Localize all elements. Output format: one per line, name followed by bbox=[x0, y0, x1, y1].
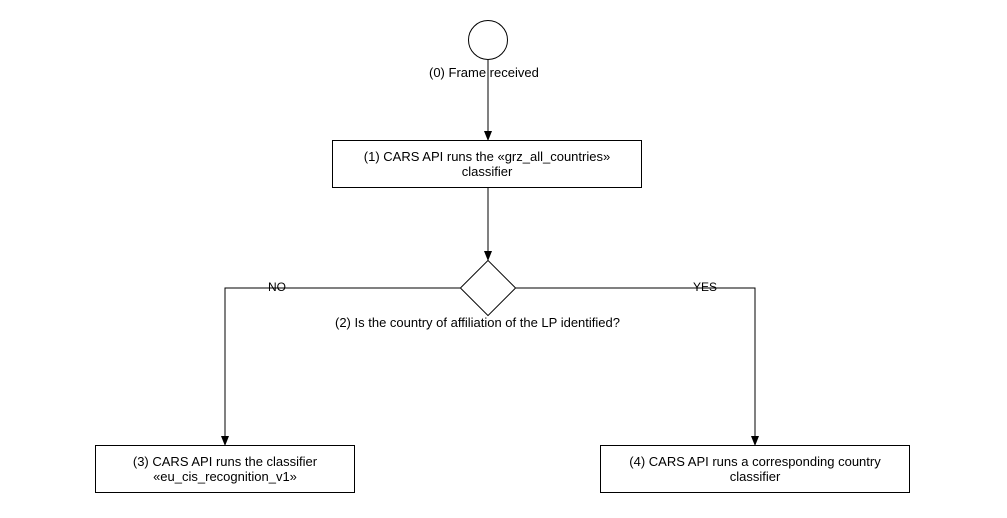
process-country-classifier: (4) CARS API runs a corresponding countr… bbox=[600, 445, 910, 493]
process-3-text: (3) CARS API runs the classifier«eu_cis_… bbox=[133, 454, 317, 484]
process-grz-classifier: (1) CARS API runs the «grz_all_countries… bbox=[332, 140, 642, 188]
decision-country-identified bbox=[460, 260, 517, 317]
process-4-text: (4) CARS API runs a corresponding countr… bbox=[629, 454, 880, 484]
edge-label-yes: YES bbox=[690, 280, 720, 294]
label-frame-received: (0) Frame received bbox=[429, 65, 539, 80]
process-1-text: (1) CARS API runs the «grz_all_countries… bbox=[364, 149, 610, 179]
edge-label-no: NO bbox=[265, 280, 289, 294]
process-eu-cis-classifier: (3) CARS API runs the classifier«eu_cis_… bbox=[95, 445, 355, 493]
label-decision-question: (2) Is the country of affiliation of the… bbox=[335, 315, 620, 330]
start-node bbox=[468, 20, 508, 60]
